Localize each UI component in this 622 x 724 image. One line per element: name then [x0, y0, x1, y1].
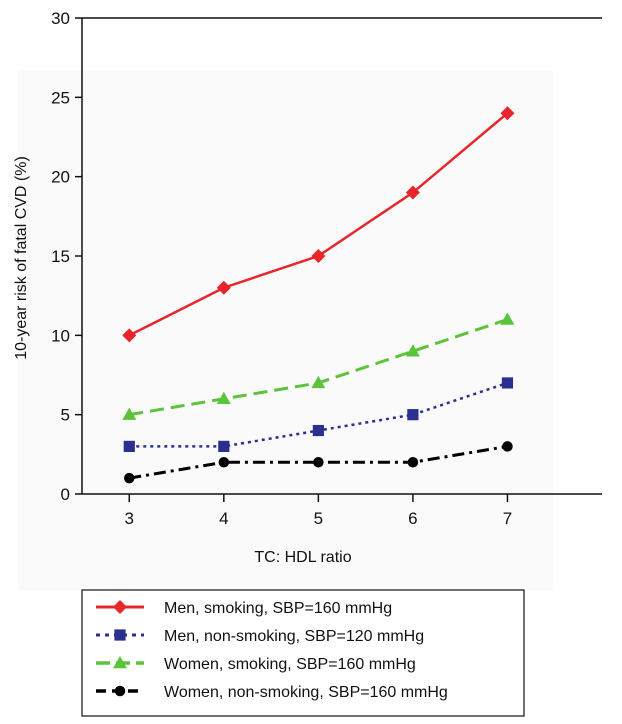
legend-label: Men, smoking, SBP=160 mmHg	[164, 600, 392, 617]
y-axis-title: 10-year risk of fatal CVD (%)	[13, 156, 30, 360]
series-2	[123, 377, 514, 452]
legend-label: Men, non-smoking, SBP=120 mmHg	[164, 628, 424, 645]
y-tick-label: 25	[51, 88, 70, 107]
data-point	[405, 344, 420, 357]
y-tick-label: 30	[51, 9, 70, 28]
data-point	[122, 407, 137, 420]
legend-marker	[114, 629, 126, 641]
legend-item: Men, smoking, SBP=160 mmHg	[96, 600, 392, 617]
legend-item: Men, non-smoking, SBP=120 mmHg	[96, 628, 424, 645]
axes: 0 5 10 15 20 25 30 3 4 5 6 7	[51, 9, 602, 528]
series-3	[122, 312, 515, 420]
data-point	[311, 375, 326, 389]
data-point	[502, 441, 513, 452]
x-axis-title: TC: HDL ratio	[254, 549, 351, 566]
data-point	[500, 106, 515, 121]
data-point	[407, 457, 419, 468]
y-tick-label: 20	[51, 168, 70, 187]
y-tick-label: 5	[61, 406, 70, 425]
legend-marker	[113, 656, 127, 669]
data-point	[405, 185, 420, 200]
legend-box	[81, 589, 525, 717]
data-point	[312, 424, 324, 437]
data-point	[216, 280, 231, 295]
data-point	[124, 472, 135, 484]
data-point	[123, 440, 135, 452]
data-point	[500, 312, 515, 325]
y-tick-label: 0	[61, 485, 70, 504]
legend-label: Women, smoking, SBP=160 mmHg	[164, 656, 416, 673]
x-tick-label: 4	[219, 509, 228, 528]
legend-item: Women, smoking, SBP=160 mmHg	[96, 656, 416, 673]
x-tick-label: 6	[408, 509, 417, 528]
plot-background	[18, 70, 553, 590]
data-point	[218, 440, 230, 452]
data-point	[501, 377, 514, 389]
data-point	[216, 391, 231, 405]
x-tick-label: 7	[503, 509, 512, 528]
legend: Men, smoking, SBP=160 mmHg Men, non-smoki…	[81, 589, 525, 717]
legend-item: Women, non-smoking, SBP=160 mmHg	[96, 684, 448, 701]
data-point	[218, 457, 230, 468]
series-4	[124, 441, 513, 484]
data-point	[313, 457, 324, 468]
series-1	[122, 106, 515, 343]
legend-marker	[113, 600, 127, 614]
y-tick-label: 15	[51, 247, 70, 266]
data-point	[407, 409, 419, 421]
legend-marker	[114, 685, 126, 697]
data-point	[311, 249, 326, 263]
series-layer	[122, 106, 515, 484]
legend-label: Women, non-smoking, SBP=160 mmHg	[164, 684, 448, 701]
x-tick-label: 5	[314, 509, 323, 528]
x-tick-label: 3	[125, 509, 134, 528]
data-point	[122, 328, 137, 343]
y-tick-label: 10	[51, 326, 70, 345]
